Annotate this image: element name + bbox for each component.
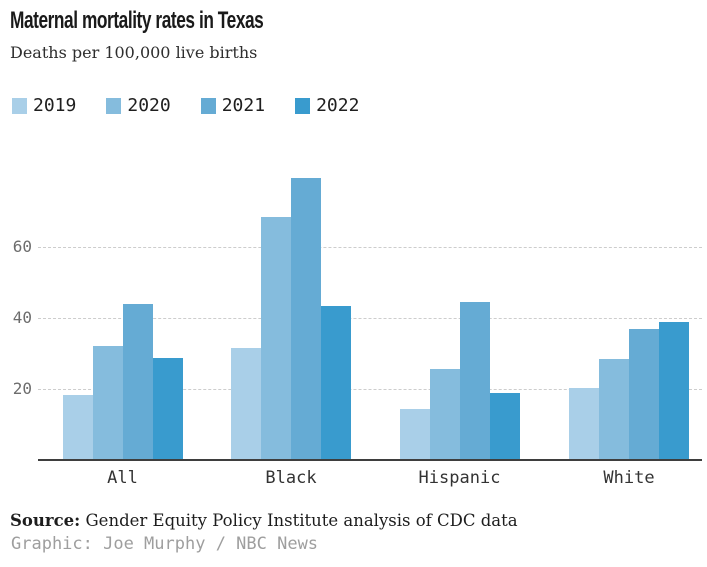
bar-Black-2021 <box>291 178 321 460</box>
x-axis-line <box>38 459 702 461</box>
gridline-40 <box>38 318 702 319</box>
x-axis-label-White: White <box>603 468 655 488</box>
legend-item-2021: 2021 <box>200 95 266 116</box>
bar-Hispanic-2020 <box>429 368 460 460</box>
bar-White-2020 <box>599 359 629 460</box>
legend-item-2020: 2020 <box>106 95 171 116</box>
legend-swatch <box>200 98 216 114</box>
bar-Black-2020 <box>261 217 291 460</box>
bar-Black-2022 <box>321 305 351 460</box>
legend-item-2022: 2022 <box>295 97 359 115</box>
legend: 2019 2020 2021 2022 <box>12 97 359 115</box>
chart-title: Maternal mortality rates in Texas <box>10 7 264 34</box>
bar-All-2019 <box>62 395 93 460</box>
bar-Hispanic-2019 <box>399 408 430 460</box>
source-label: Source: <box>10 511 81 530</box>
source-text: Gender Equity Policy Institute analysis … <box>80 511 518 530</box>
bar-All-2020 <box>92 346 123 460</box>
chart-subtitle: Deaths per 100,000 live births <box>10 43 258 62</box>
bar-Hispanic-2022 <box>489 392 520 460</box>
y-tick-label-40: 40 <box>12 308 32 327</box>
legend-label: 2020 <box>127 95 171 116</box>
source-line: Source: Gender Equity Policy Institute a… <box>10 511 518 530</box>
bar-All-2021 <box>122 304 153 460</box>
bar-White-2021 <box>629 329 659 460</box>
bar-All-2022 <box>152 358 183 460</box>
y-tick-label-60: 60 <box>12 237 32 256</box>
bar-Black-2019 <box>231 347 261 460</box>
legend-label: 2019 <box>33 95 77 116</box>
legend-swatch <box>106 98 122 114</box>
legend-item-2019: 2019 <box>12 97 76 115</box>
legend-swatch <box>12 98 27 114</box>
bar-Hispanic-2021 <box>459 301 490 460</box>
bar-White-2019 <box>569 388 599 460</box>
gridline-60 <box>38 247 702 248</box>
x-axis-label-Hispanic: Hispanic <box>418 468 501 488</box>
credit-line: Graphic: Joe Murphy / NBC News <box>11 534 319 554</box>
gridline-20 <box>38 389 702 390</box>
legend-label: 2022 <box>316 95 360 116</box>
y-tick-label-20: 20 <box>12 379 32 398</box>
x-axis-label-Black: Black <box>265 468 317 488</box>
legend-label: 2021 <box>221 95 266 116</box>
legend-swatch <box>295 98 311 114</box>
bar-White-2022 <box>659 321 689 460</box>
x-axis-label-All: All <box>107 468 138 488</box>
